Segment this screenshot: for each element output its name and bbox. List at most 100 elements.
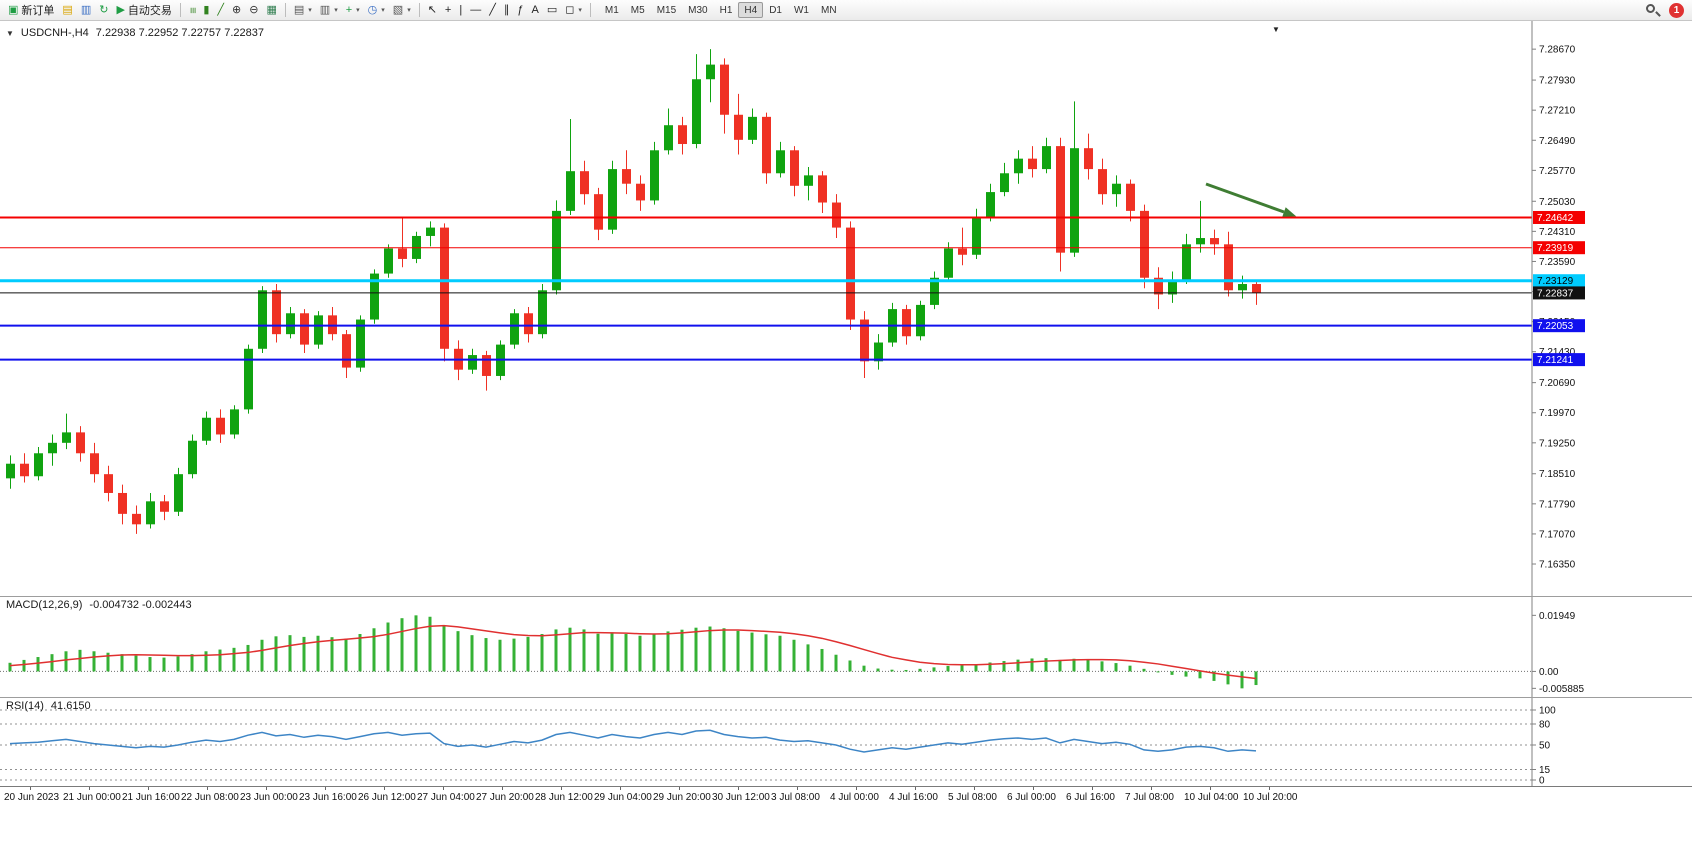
timeframe-w1-button[interactable]: W1 [793, 4, 809, 16]
price-axis-label: 7.18510 [1539, 469, 1576, 480]
bar-chart-button[interactable]: ≡ [185, 1, 199, 19]
price-badge-7.22053 [1533, 319, 1585, 333]
period-button[interactable]: ◷ ▾ [364, 1, 389, 19]
rsi-title: RSI(14) 41.6150 [6, 700, 91, 712]
notification-badge[interactable]: 1 [1669, 2, 1684, 18]
time-tick [384, 787, 385, 790]
time-label: 22 Jun 08:00 [181, 792, 239, 803]
ohlc-quote-label: 7.22938 7.22952 7.22757 7.22837 [95, 27, 264, 39]
timeframe-m30-button[interactable]: M30 [688, 4, 708, 16]
cursor-button[interactable]: ↖ [424, 1, 441, 19]
timeframe-toolbar: M1 M5 M15 M30 H1 H4 D1 W1 MN [599, 2, 843, 18]
new-order-button[interactable]: ▣ 新订单 [4, 1, 58, 19]
collapse-arrow-icon[interactable]: ▼ [6, 28, 14, 38]
time-label: 21 Jun 00:00 [63, 792, 121, 803]
candlestick-chart[interactable]: 7.28670 7.27930 7.27210 7.26490 7.25770 7.250… [0, 21, 1692, 596]
rsi-indicator[interactable]: 100 80 50 150 [0, 698, 1692, 786]
candlestick-chart-button[interactable]: ▮ [199, 1, 213, 19]
tile-windows-button[interactable]: ▦ [262, 1, 280, 19]
price-badge-label: 7.21241 [1537, 355, 1574, 366]
time-label: 21 Jun 16:00 [122, 792, 180, 803]
chevron-down-icon: ▾ [308, 7, 312, 14]
label-button[interactable]: ▭ [543, 1, 561, 19]
chart-menu-arrow-icon[interactable]: ▼ [1272, 25, 1280, 34]
macd-indicator[interactable]: 0.01949 0.00 -0.005885 [0, 597, 1692, 697]
toolbar-separator [179, 3, 181, 17]
macd-axis[interactable]: 0.01949 0.00 -0.005885 [1531, 597, 1584, 697]
fibonacci-icon: ƒ [517, 3, 524, 16]
horizontal-line-button[interactable]: — [466, 1, 485, 19]
trend-arrow[interactable] [1205, 182, 1285, 214]
price-axis-label: 7.19250 [1539, 438, 1576, 449]
time-axis[interactable]: 20 Jun 2023 21 Jun 00:00 21 Jun 16:00 22 Ju… [0, 786, 1692, 809]
open-chart-button[interactable]: ▤ [58, 1, 76, 19]
timeframe-h4-button[interactable]: H4 [738, 2, 764, 18]
add-indicator-button[interactable]: + ▾ [342, 1, 364, 19]
time-tick [915, 787, 916, 790]
rsi-axis[interactable]: 100 80 50 150 [1531, 698, 1556, 787]
objects-list-button[interactable]: ▥ ▾ [316, 1, 342, 19]
price-badge-label: 7.24642 [1537, 213, 1574, 224]
time-tick [1269, 787, 1270, 790]
time-label: 10 Jul 04:00 [1184, 792, 1239, 803]
time-label: 29 Jun 20:00 [653, 792, 711, 803]
toolbar-separator [589, 3, 591, 17]
line-chart-button[interactable]: ╱ [213, 1, 228, 19]
text-button[interactable]: A [527, 1, 542, 19]
price-badge-7.24642 [1533, 210, 1585, 224]
price-badge-7.23129 [1533, 274, 1585, 288]
timeframe-h1-button[interactable]: H1 [719, 4, 733, 16]
timeframe-mn-button[interactable]: MN [820, 4, 837, 16]
time-tick [89, 787, 90, 790]
chevron-down-icon: ▾ [407, 7, 411, 14]
time-tick [738, 787, 739, 790]
market-depth-button[interactable]: ▥ [77, 1, 95, 19]
trendline-button[interactable]: ╱ [485, 1, 500, 19]
search-icon-circle [1646, 3, 1655, 13]
new-order-button-label: 新订单 [21, 5, 55, 17]
time-tick [148, 787, 149, 790]
search-icon[interactable] [1645, 3, 1661, 18]
crosshair-button[interactable]: + [441, 1, 455, 19]
timeframe-m1-button[interactable]: M1 [604, 4, 619, 16]
shapes-icon: ◻ [565, 3, 575, 16]
time-label: 29 Jun 04:00 [594, 792, 652, 803]
vertical-line-button[interactable]: | [455, 1, 466, 19]
macd-axis-label: 0.00 [1539, 667, 1559, 678]
price-axis-label: 7.19970 [1539, 408, 1576, 419]
channel-button[interactable]: ∥ [500, 1, 514, 19]
time-label: 10 Jul 20:00 [1243, 792, 1298, 803]
zoom-out-button[interactable]: ⊖ [245, 1, 262, 19]
time-label: 23 Jun 16:00 [299, 792, 357, 803]
indicators-list-button[interactable]: ▤ ▾ [290, 1, 316, 19]
fibonacci-button[interactable]: ƒ [513, 1, 527, 19]
refresh-button[interactable]: ↻ [95, 1, 112, 19]
channel-icon: ∥ [503, 3, 510, 16]
time-label: 4 Jul 16:00 [889, 792, 938, 803]
trendline-icon: ╱ [489, 3, 496, 16]
time-label: 3 Jul 08:00 [771, 792, 820, 803]
autotrade-button[interactable]: ▶ 自动交易 [112, 1, 175, 19]
time-tick [266, 787, 267, 790]
zoom-in-button[interactable]: ⊕ [228, 1, 245, 19]
price-axis-label: 7.17790 [1539, 499, 1576, 510]
rsi-label: RSI(14) [6, 700, 44, 712]
rsi-axis-label: 0 [1539, 776, 1545, 787]
horizontal-line-icon: — [470, 3, 482, 16]
price-badge-7.22837 [1533, 286, 1585, 300]
shapes-button[interactable]: ◻ ▾ [561, 1, 586, 19]
price-axis[interactable]: 7.28670 7.27930 7.27210 7.26490 7.25770 7.250… [1531, 21, 1585, 596]
time-tick [679, 787, 680, 790]
refresh-icon: ↻ [99, 3, 109, 16]
timeframe-m15-button[interactable]: M15 [656, 4, 677, 16]
zoom-out-icon: ⊖ [249, 3, 259, 16]
toolbar-separator [284, 3, 286, 17]
price-axis-label: 7.25770 [1539, 166, 1576, 177]
time-label: 28 Jun 12:00 [535, 792, 593, 803]
macd-title: MACD(12,26,9) -0.004732 -0.002443 [6, 599, 192, 611]
macd-histogram [8, 615, 1258, 689]
templates-button[interactable]: ▧ ▾ [389, 1, 415, 19]
timeframe-d1-button[interactable]: D1 [769, 4, 782, 16]
timeframe-m5-button[interactable]: M5 [630, 4, 645, 16]
text-icon: A [531, 3, 539, 16]
